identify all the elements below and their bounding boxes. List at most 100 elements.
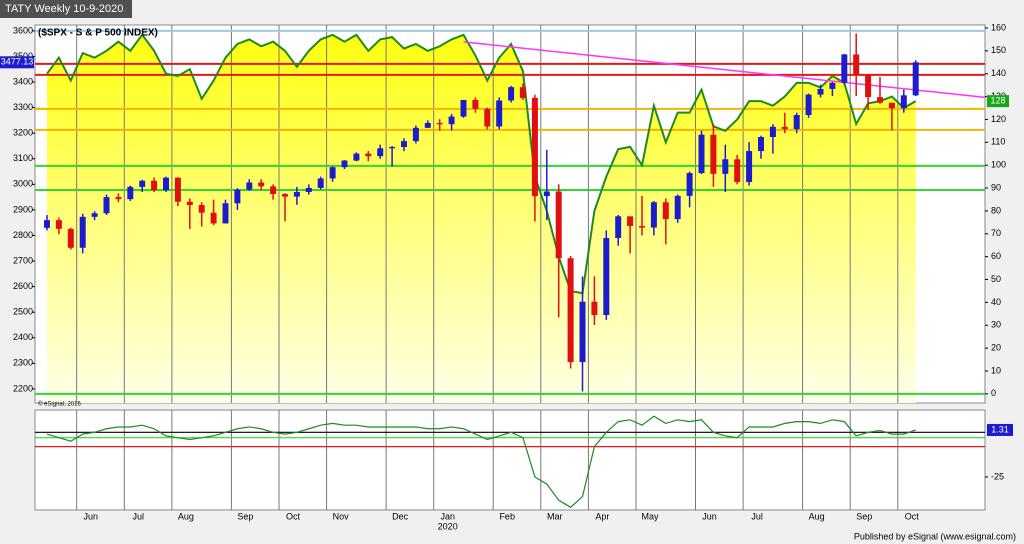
- candle-body: [543, 191, 550, 197]
- candle-body: [210, 212, 217, 224]
- candle-body: [710, 134, 717, 174]
- title-bar: [0, 0, 132, 18]
- candle-body: [79, 216, 86, 248]
- candle-body: [151, 180, 158, 191]
- candle-body: [865, 75, 872, 98]
- candle-body: [662, 202, 669, 220]
- footer: Published by eSignal (www.esignal.com): [854, 531, 1016, 541]
- candle-body: [67, 228, 74, 248]
- osc-value-label: 1.31: [991, 424, 1009, 434]
- x-tick-label: Jun: [702, 511, 717, 521]
- y2-tick-label: 30: [991, 320, 1001, 330]
- candle-body: [270, 186, 277, 195]
- y2-tick-label: 150: [991, 45, 1006, 55]
- indicator-line: [46, 33, 917, 295]
- x-tick-label: Aug: [178, 511, 194, 521]
- candle-body: [579, 301, 586, 363]
- candle-body: [246, 182, 253, 190]
- y-tick-label: 3100: [13, 153, 33, 163]
- candle-body: [293, 192, 300, 197]
- x-tick-label: Aug: [809, 511, 825, 521]
- candle-body: [698, 134, 705, 174]
- x-tick-label: Jul: [133, 511, 145, 521]
- candle-body: [734, 159, 741, 183]
- candle-body: [912, 62, 919, 96]
- candle-body: [139, 180, 146, 187]
- candle-body: [258, 182, 265, 187]
- y-tick-label: 2200: [13, 383, 33, 393]
- candle-body: [55, 220, 62, 229]
- oscillator-panel: [34, 409, 986, 511]
- indicator-area: [47, 34, 916, 403]
- y-tick-label: 2400: [13, 332, 33, 342]
- candle-body: [877, 97, 883, 103]
- candle-body: [591, 301, 598, 316]
- y-tick-label: 2800: [13, 230, 33, 240]
- candle-body: [627, 216, 634, 227]
- x-tick-label: Dec: [392, 511, 409, 521]
- candle-body: [888, 102, 895, 109]
- candle-body: [472, 99, 479, 109]
- candle-body: [781, 126, 788, 130]
- candle-body: [674, 195, 681, 220]
- candle-body: [650, 202, 657, 228]
- y2-tick-label: 70: [991, 228, 1001, 238]
- candle-body: [555, 191, 562, 259]
- y2-tick-label: 160: [991, 22, 1006, 32]
- chart-title: TATY Weekly 10-9-2020: [5, 3, 123, 15]
- candle-body: [44, 220, 50, 228]
- y-tick-label: 3600: [13, 25, 33, 35]
- candle-body: [496, 100, 503, 127]
- candle-body: [365, 153, 372, 157]
- candle-body: [841, 54, 848, 83]
- candle-body: [603, 238, 610, 316]
- candle-body: [746, 151, 753, 183]
- candle-body: [722, 159, 729, 174]
- y-tick-label: 2300: [13, 358, 33, 368]
- candle-body: [460, 99, 467, 117]
- candle-body: [317, 178, 324, 188]
- x-tick-label: Jul: [751, 511, 763, 521]
- osc-tick-label: -25: [991, 471, 1004, 481]
- candle-body: [198, 205, 205, 213]
- indicator-value-box: [987, 95, 1009, 108]
- candle-body: [520, 87, 526, 98]
- x-tick-label: Oct: [286, 511, 301, 521]
- candle-body: [174, 177, 181, 202]
- candle-body: [817, 88, 824, 95]
- candle-body: [448, 116, 455, 125]
- candle-body: [769, 126, 776, 138]
- candle-body: [758, 137, 764, 152]
- y2-tick-label: 10: [991, 365, 1001, 375]
- candle-body: [567, 258, 574, 363]
- plot: Jun Jul Aug Sep Oct Nov Dec Jan Feb Mar Apr May Jun J…: [0, 22, 1013, 531]
- x-tick-label: May: [641, 511, 659, 521]
- candle-body: [91, 213, 98, 217]
- candle-body: [282, 194, 288, 197]
- candle-body: [531, 97, 538, 197]
- indicator-value-label: 128: [990, 96, 1005, 106]
- candle-body: [186, 201, 193, 206]
- candle-body: [412, 127, 419, 142]
- candle-body: [163, 177, 169, 191]
- x-tick-label: Nov: [333, 511, 350, 521]
- year-label: 2020: [438, 521, 458, 531]
- x-tick-label: Jan: [440, 511, 455, 521]
- y2-tick-label: 90: [991, 182, 1001, 192]
- y2-tick-label: 110: [991, 137, 1005, 147]
- candle-body: [234, 189, 241, 204]
- candle-body: [639, 226, 645, 228]
- oscillator-line: [46, 415, 916, 509]
- candle-body: [424, 122, 431, 128]
- symbol-label: ($SPX - S & P 500 INDEX): [38, 28, 158, 39]
- osc-value-box: [987, 423, 1013, 436]
- y2-tick-label: 80: [991, 205, 1001, 215]
- y2-tick-label: 40: [991, 297, 1001, 307]
- candle-body: [615, 216, 622, 239]
- x-tick-label: Sep: [237, 511, 253, 521]
- candle-body: [686, 173, 693, 196]
- candle-body: [115, 197, 122, 200]
- candle-body: [377, 148, 384, 157]
- y2-tick-label: 140: [991, 68, 1006, 78]
